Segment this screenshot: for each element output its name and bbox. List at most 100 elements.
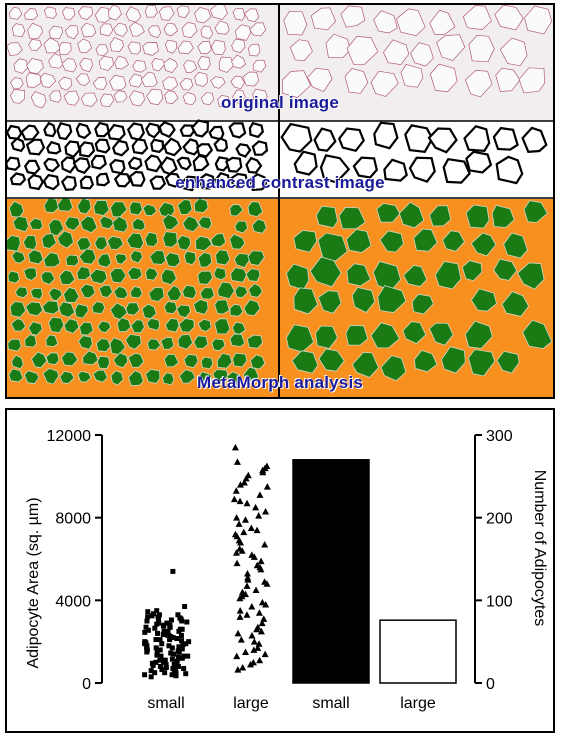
data-point-large: [252, 503, 260, 511]
data-point-large: [244, 576, 252, 583]
data-point-large: [248, 631, 256, 639]
data-point-large: [258, 619, 266, 627]
data-point-small: [144, 618, 150, 624]
data-point-large: [233, 458, 241, 465]
chart-panel: Adipocyte Area (sq. µm) Number of Adipoc…: [5, 408, 555, 733]
data-point-large: [234, 629, 242, 637]
data-point-large: [256, 491, 264, 498]
data-point-large: [239, 664, 247, 671]
data-point-small: [159, 641, 165, 647]
data-point-small: [161, 659, 167, 665]
x-tick-label: large: [233, 695, 269, 712]
data-point-large: [235, 520, 243, 527]
data-point-large: [257, 557, 265, 565]
data-point-large: [255, 640, 263, 647]
data-point-small: [183, 641, 189, 647]
data-point-large: [236, 481, 244, 488]
data-point-large: [261, 541, 269, 548]
data-point-small: [143, 624, 149, 630]
data-point-large: [253, 526, 261, 534]
data-point-small: [174, 636, 180, 642]
data-point-small: [181, 666, 187, 672]
data-point-large: [232, 487, 240, 494]
data-point-small: [178, 632, 184, 638]
x-tick-label: small: [312, 695, 349, 712]
data-point-large: [231, 530, 239, 538]
data-point-small: [145, 627, 151, 633]
data-point-small: [170, 568, 176, 574]
data-point-small: [184, 619, 190, 625]
data-point-small: [179, 626, 185, 632]
data-point-small: [173, 661, 179, 667]
y2-tick-label: 200: [486, 511, 513, 528]
data-point-small: [154, 652, 160, 658]
data-point-large: [259, 468, 267, 476]
data-point-large: [262, 507, 270, 515]
data-point-small: [173, 673, 179, 679]
y-tick-label: 4000: [55, 593, 91, 610]
data-point-small: [185, 653, 191, 659]
data-point-small: [176, 644, 182, 650]
y-tick-label: 12000: [47, 428, 92, 445]
cell-group-orig-left: [7, 5, 268, 109]
y2-axis-title: Number of Adipocytes: [531, 470, 548, 627]
data-point-small: [150, 662, 156, 668]
data-point-small: [153, 645, 159, 651]
y-tick-label: 8000: [55, 511, 91, 528]
data-point-small: [148, 674, 154, 680]
data-point-small: [154, 649, 160, 655]
data-point-large: [241, 648, 249, 655]
data-point-large: [258, 598, 266, 606]
data-point-small: [164, 620, 170, 626]
data-point-small: [161, 630, 167, 636]
data-point-large: [255, 512, 263, 519]
data-point-small: [157, 637, 163, 643]
data-point-large: [233, 514, 241, 521]
data-point-small: [163, 665, 169, 670]
data-point-large: [249, 658, 257, 666]
data-point-large: [253, 625, 261, 633]
data-point-small: [179, 655, 185, 661]
data-point-large: [247, 660, 255, 668]
data-point-large: [243, 582, 251, 589]
bar-large: [379, 619, 457, 684]
data-point-small: [165, 628, 171, 634]
data-point-large: [252, 586, 260, 593]
data-point-small: [170, 651, 176, 657]
data-point-large: [240, 528, 248, 536]
data-point-large: [241, 590, 249, 598]
data-point-large: [240, 479, 248, 486]
adipocyte-chart: Adipocyte Area (sq. µm) Number of Adipoc…: [25, 428, 548, 712]
data-point-small: [154, 608, 160, 614]
data-point-small: [156, 620, 162, 626]
data-point-small: [156, 616, 162, 622]
data-point-large: [263, 483, 271, 490]
data-point-large: [248, 603, 256, 610]
data-point-small: [179, 646, 185, 652]
bar-small: [292, 459, 370, 684]
data-point-small: [173, 668, 179, 674]
data-point-small: [167, 624, 173, 630]
data-point-small: [169, 672, 175, 678]
data-point-small: [159, 667, 165, 673]
data-point-large: [238, 547, 246, 554]
data-point-small: [142, 641, 148, 647]
cell-group-contrast-left: [7, 119, 269, 192]
data-point-small: [160, 623, 166, 629]
data-point-small: [174, 658, 180, 664]
data-point-large: [238, 588, 246, 596]
data-point-small: [175, 612, 181, 618]
cell-group-contrast-right: [280, 121, 548, 185]
data-point-large: [261, 650, 269, 658]
data-point-small: [157, 663, 163, 669]
tissue-micrographs: [7, 5, 553, 397]
data-point-small: [149, 613, 155, 619]
data-point-small: [155, 630, 161, 636]
data-point-small: [183, 671, 189, 677]
data-point-small: [186, 639, 192, 645]
y-axis-title: Adipocyte Area (sq. µm): [25, 497, 42, 668]
data-point-small: [142, 629, 148, 635]
data-point-small: [153, 637, 159, 643]
data-point-small: [180, 642, 186, 648]
y2-tick-label: 0: [486, 676, 495, 693]
